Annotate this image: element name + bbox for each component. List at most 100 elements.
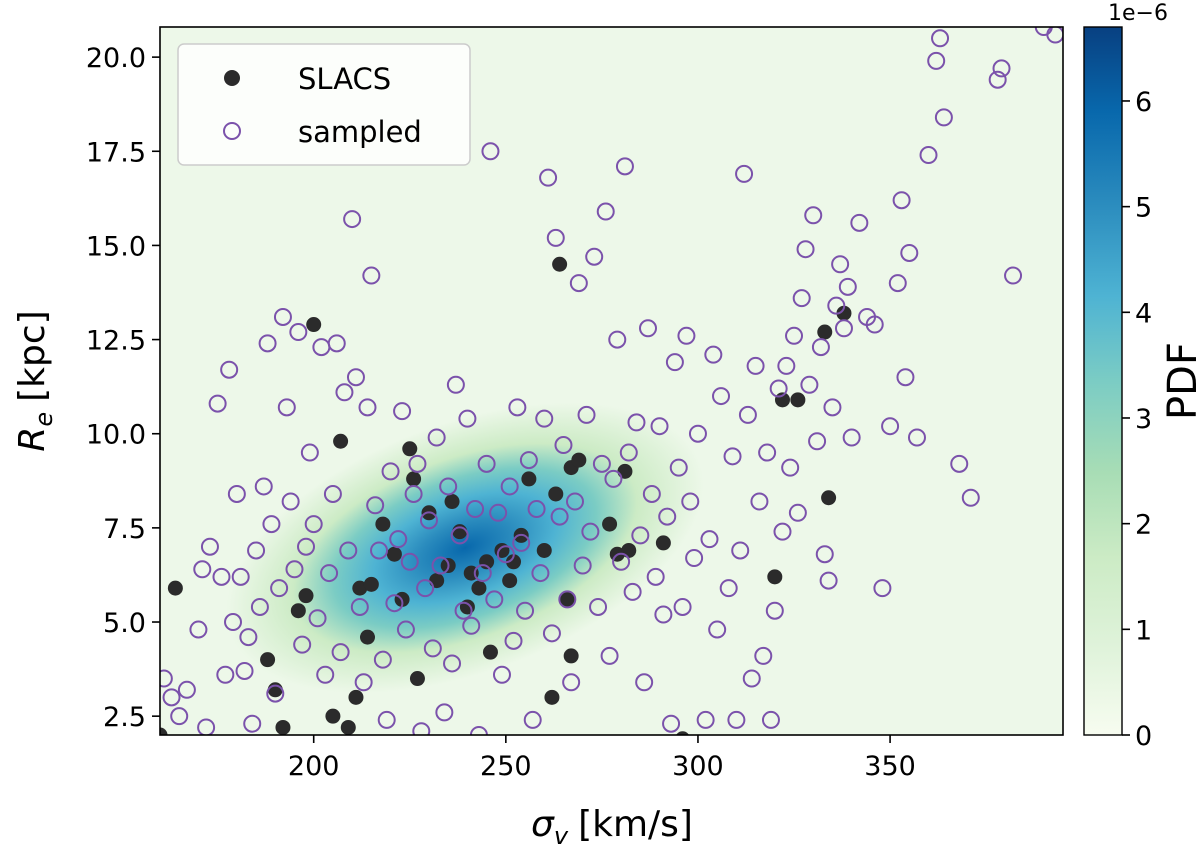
- sampled-point: [496, 545, 515, 564]
- sampled-point: [273, 307, 292, 326]
- sampled-point: [815, 545, 834, 564]
- sampled-point: [562, 673, 581, 692]
- sampled-point: [531, 564, 550, 583]
- sampled-point: [735, 164, 754, 183]
- sampled-point: [308, 609, 327, 628]
- sampled-point: [865, 315, 884, 334]
- sampled-point: [642, 484, 661, 503]
- sampled-point: [423, 639, 442, 658]
- colorbar-gradient: [1083, 26, 1123, 736]
- slacs-point: [409, 671, 425, 687]
- sampled-point: [523, 710, 542, 729]
- sampled-point: [746, 356, 765, 375]
- sampled-point: [823, 398, 842, 417]
- sampled-point: [462, 616, 481, 635]
- sampled-point: [335, 383, 354, 402]
- slacs-point: [290, 603, 306, 619]
- sampled-point: [696, 710, 715, 729]
- sampled-point: [631, 526, 650, 545]
- sampled-point: [742, 669, 761, 688]
- colorbar-tick-label: 1: [1135, 615, 1152, 646]
- sampled-point: [320, 564, 339, 583]
- sampled-point: [435, 703, 454, 722]
- sampled-point: [231, 567, 250, 586]
- sampled-point: [712, 387, 731, 406]
- sampled-point: [792, 289, 811, 308]
- sampled-point: [446, 375, 465, 394]
- sampled-point: [281, 492, 300, 511]
- y-tick-label: 5.0: [103, 608, 146, 639]
- slacs-point: [352, 580, 368, 596]
- y-axis: 2.5 5.0 7.5 10.0 12.5 15.0 17.5 20.0: [86, 43, 160, 733]
- slacs-point: [602, 516, 618, 532]
- sampled-point: [800, 375, 819, 394]
- slacs-point: [494, 542, 510, 558]
- sampled-point: [765, 601, 784, 620]
- sampled-point: [708, 620, 727, 639]
- y-tick-label: 2.5: [103, 702, 146, 733]
- sampled-point: [592, 454, 611, 473]
- sampled-point: [1046, 27, 1063, 44]
- sampled-point: [907, 428, 926, 447]
- sampled-point: [362, 266, 381, 285]
- sampled-point: [208, 394, 227, 413]
- sampled-point: [250, 597, 269, 616]
- sampled-point: [650, 417, 669, 436]
- sampled-point: [719, 579, 738, 598]
- sampled-point: [408, 454, 427, 473]
- legend-slacs-label: SLACS: [298, 62, 391, 96]
- sampled-point: [443, 654, 462, 673]
- y-tick-label: 15.0: [86, 231, 146, 262]
- sampled-point: [627, 413, 646, 432]
- sampled-point: [896, 368, 915, 387]
- sampled-point: [419, 511, 438, 530]
- colorbar: 0 1 2 3 4 5 6 1e−6 PDF: [1083, 1, 1200, 752]
- colorbar-offset: 1e−6: [1108, 1, 1168, 26]
- sampled-point: [589, 597, 608, 616]
- sampled-point: [258, 334, 277, 353]
- sampled-point: [646, 567, 665, 586]
- sampled-point: [400, 552, 419, 571]
- sampled-point: [665, 353, 684, 372]
- sampled-point: [266, 684, 285, 703]
- sampled-point: [277, 398, 296, 417]
- slacs-series: [160, 256, 852, 735]
- sampled-point: [639, 319, 658, 338]
- slacs-point: [444, 494, 460, 510]
- sampled-series: [160, 27, 1063, 735]
- sampled-point: [454, 601, 473, 620]
- sampled-point: [723, 447, 742, 466]
- sampled-point: [750, 492, 769, 511]
- sampled-point: [492, 665, 511, 684]
- sampled-point: [738, 405, 757, 424]
- sampled-point: [239, 628, 258, 647]
- sampled-point: [850, 213, 869, 232]
- slacs-point: [348, 689, 364, 705]
- sampled-point: [235, 661, 254, 680]
- sampled-point: [934, 108, 953, 127]
- sampled-point: [681, 492, 700, 511]
- sampled-point: [773, 522, 792, 541]
- sampled-point: [431, 556, 450, 575]
- sampled-point: [377, 710, 396, 729]
- y-tick-label: 12.5: [86, 326, 146, 357]
- slacs-point: [429, 573, 445, 589]
- sampled-point: [366, 496, 385, 515]
- sampled-point: [604, 469, 623, 488]
- slacs-point: [482, 644, 498, 660]
- colorbar-tick-label: 2: [1135, 510, 1152, 541]
- y-axis-unit: [kpc]: [12, 310, 53, 402]
- sampled-point: [804, 206, 823, 225]
- sampled-point: [224, 613, 243, 632]
- sampled-point: [635, 673, 654, 692]
- slacs-point: [298, 588, 314, 604]
- sampled-point: [300, 443, 319, 462]
- slacs-point: [676, 731, 690, 735]
- slacs-point: [536, 542, 552, 558]
- x-axis-symbol: σ: [531, 804, 555, 845]
- sampled-point: [243, 714, 262, 733]
- sampled-point: [658, 507, 677, 526]
- sampled-point: [704, 345, 723, 364]
- sampled-point: [293, 635, 312, 654]
